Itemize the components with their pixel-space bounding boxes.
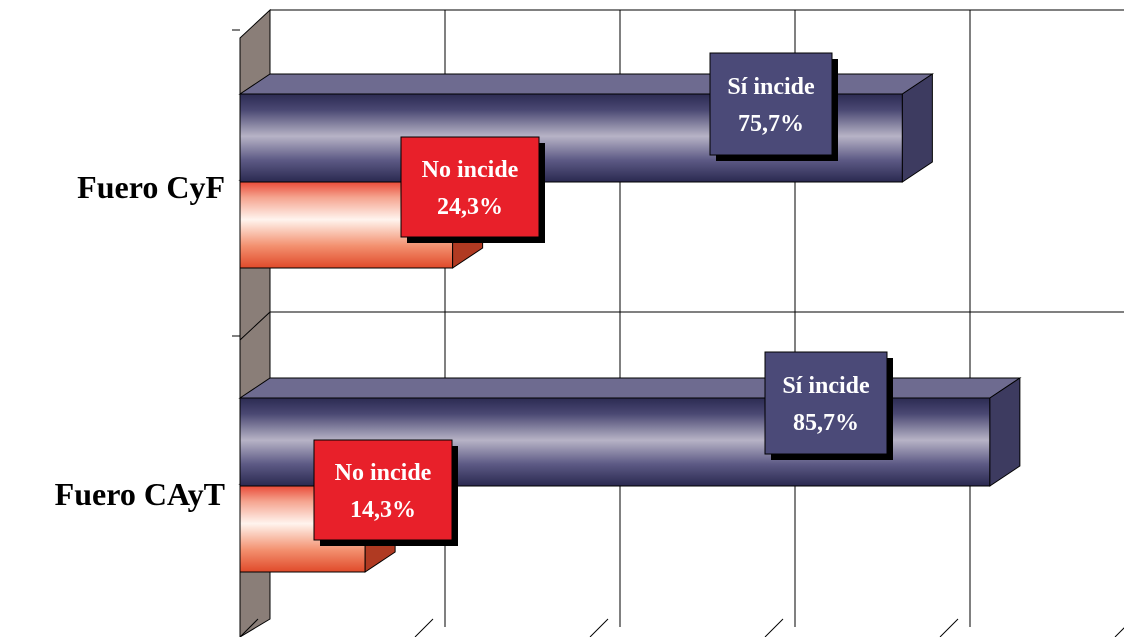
bar-si-0-end <box>901 73 933 183</box>
label-no-1-box <box>313 439 453 541</box>
label-no-0-value: 24,3% <box>437 194 503 220</box>
label-si-0-label: Sí incide <box>727 74 815 100</box>
label-si-1-label: Sí incide <box>782 373 870 399</box>
label-no-1-label: No incide <box>335 460 432 486</box>
category-label: Fuero CAyT <box>55 476 225 512</box>
category-label: Fuero CyF <box>77 169 225 205</box>
label-si-1-value: 85,7% <box>793 410 859 436</box>
label-si-0-box <box>709 52 833 156</box>
label-si-0-value: 75,7% <box>738 111 804 137</box>
bar-si-1-end <box>989 377 1021 487</box>
labels-layer: Fuero CyF Fuero CAyT Sí incide 75,7% Sí inci… <box>55 52 893 546</box>
floor-tick <box>589 618 609 637</box>
floor-tick <box>939 618 959 637</box>
label-no-0-label: No incide <box>422 157 519 183</box>
label-si-1-box <box>764 351 888 455</box>
floor-tick <box>239 618 259 637</box>
label-no-1-value: 14,3% <box>350 497 416 523</box>
bar-si-1-top <box>238 377 1022 399</box>
gridline-middle-diag <box>239 311 271 341</box>
label-no-0-box <box>400 136 540 238</box>
floor-tick <box>414 618 434 637</box>
floor-tick <box>764 618 784 637</box>
floor-tick <box>1114 627 1124 637</box>
